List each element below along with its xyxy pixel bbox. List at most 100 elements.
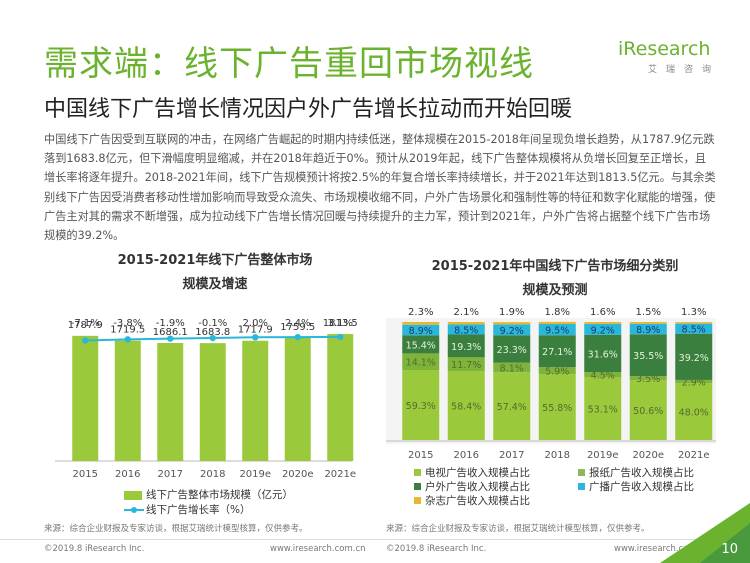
left-bar-2018: [199, 343, 226, 461]
footer-copyright-right: ©2019.8 iResearch Inc.: [386, 544, 487, 554]
left-x-tick-2018: 2018: [200, 469, 225, 480]
right-x-tick-2017: 2017: [499, 450, 524, 461]
right-seg-2-2020e: [629, 334, 667, 377]
right-seg-label-1-2018: 5.9%: [545, 367, 569, 378]
legend-swatch-radio: [578, 483, 585, 490]
left-bar-label-2017: 1686.1: [153, 327, 188, 338]
left-bar-2015: [72, 335, 99, 461]
right-seg-1-2015: [402, 353, 440, 371]
right-legend-magazine: 杂志广告收入规模占比: [414, 493, 530, 508]
legend-label-newspaper: 报纸广告收入规模占比: [589, 467, 694, 479]
right-legend-newspaper: 报纸广告收入规模占比: [578, 465, 694, 480]
right-top-label-2018: 1.8%: [545, 307, 570, 318]
left-rate-point-2021e: [337, 333, 344, 341]
right-seg-label-0-2020e: 50.6%: [633, 406, 663, 417]
right-seg-4-2018: [538, 321, 576, 325]
left-bar-label-2020e: 1759.5: [280, 322, 315, 333]
right-top-label-2019e: 1.6%: [590, 307, 615, 318]
right-x-tick-2016: 2016: [454, 450, 479, 461]
right-legend-outdoor: 户外广告收入规模占比: [414, 479, 530, 494]
left-x-tick-2019e: 2019e: [239, 469, 271, 480]
right-legend-radio: 广播广告收入规模占比: [578, 479, 694, 494]
footer-copyright-left: ©2019.8 iResearch Inc.: [44, 544, 145, 554]
legend-label-outdoor: 户外广告收入规模占比: [425, 481, 530, 493]
left-bar-label-2018: 1683.8: [195, 327, 230, 338]
right-seg-label-3-2019e: 9.2%: [591, 325, 615, 336]
right-seg-4-2021e: [675, 322, 713, 324]
right-seg-2-2018: [538, 335, 576, 368]
left-legend-bar: 线下广告整体市场规模（亿元）: [124, 487, 293, 502]
right-top-label-2020e: 1.5%: [636, 307, 661, 318]
right-seg-0-2020e: [629, 380, 667, 440]
right-seg-label-2-2015: 15.4%: [406, 340, 436, 351]
right-seg-label-2-2021e: 39.2%: [679, 353, 709, 364]
left-x-tick-2017: 2017: [158, 469, 183, 480]
left-bar-label-2019e: 1717.9: [238, 325, 273, 336]
right-seg-label-2-2019e: 31.6%: [588, 349, 618, 360]
right-source-note: 来源：综合企业财报及专家访谈，根据艾瑞统计模型核算，仅供参考。: [386, 524, 650, 534]
iresearch-logo: iResearch 艾瑞咨询: [618, 38, 720, 78]
right-seg-1-2021e: [675, 379, 713, 384]
left-bar-label-2021e: 1813.5: [323, 318, 358, 329]
right-seg-0-2016: [447, 371, 485, 440]
right-seg-label-3-2020e: 8.9%: [636, 325, 660, 336]
right-seg-label-1-2017: 8.1%: [500, 363, 524, 374]
left-chart-title-line1: 2015-2021年线下广告整体市场: [117, 253, 313, 268]
left-bar-2017: [157, 342, 184, 461]
right-seg-2-2015: [402, 335, 440, 354]
right-seg-label-0-2018: 55.8%: [542, 403, 572, 414]
left-rate-point-2019e: [252, 334, 259, 341]
right-seg-1-2020e: [629, 376, 667, 381]
left-legend-line: 线下广告增长率（%）: [124, 502, 250, 517]
page-subtitle: 中国线下广告增长情况因户外广告增长拉动而开始回暖: [44, 97, 573, 122]
right-seg-0-2019e: [584, 377, 622, 440]
right-x-tick-2019e: 2019e: [587, 450, 619, 461]
right-seg-2-2019e: [584, 334, 622, 373]
legend-swatch-tv: [414, 469, 421, 476]
left-chart-title-line2: 规模及增速: [182, 277, 248, 292]
right-seg-label-0-2015: 59.3%: [406, 401, 436, 412]
left-chart-title: 2015-2021年线下广告整体市场 规模及增速: [90, 249, 340, 297]
right-seg-1-2017: [493, 362, 531, 373]
right-seg-1-2016: [447, 357, 485, 372]
left-x-tick-2021e: 2021e: [324, 469, 356, 480]
right-seg-label-2-2016: 19.3%: [451, 342, 481, 353]
right-seg-3-2019e: [584, 323, 622, 335]
left-rate-label-2020e: 2.4%: [285, 318, 310, 329]
right-seg-3-2020e: [629, 323, 667, 335]
right-seg-label-0-2016: 58.4%: [451, 402, 481, 413]
left-rate-point-2020e: [294, 333, 301, 341]
right-seg-2-2016: [447, 334, 485, 358]
right-top-label-2021e: 1.3%: [681, 307, 706, 318]
right-seg-1-2018: [538, 367, 576, 375]
legend-label-tv: 电视广告收入规模占比: [425, 467, 530, 479]
legend-label-bar: 线下广告整体市场规模（亿元）: [146, 489, 293, 501]
right-seg-0-2015: [402, 370, 440, 440]
legend-swatch-magazine: [414, 497, 421, 504]
right-top-label-2016: 2.1%: [454, 307, 479, 318]
right-seg-3-2018: [538, 324, 576, 336]
right-seg-4-2019e: [584, 322, 622, 324]
right-seg-label-3-2017: 9.2%: [500, 326, 524, 337]
right-seg-label-0-2019e: 53.1%: [588, 405, 618, 416]
right-seg-4-2016: [447, 322, 485, 325]
right-seg-label-2-2020e: 35.5%: [633, 351, 663, 362]
right-legend-tv: 电视广告收入规模占比: [414, 465, 530, 480]
left-bar-2020e: [284, 337, 311, 461]
legend-label-line: 线下广告增长率（%）: [146, 504, 251, 516]
right-seg-label-3-2021e: 8.5%: [682, 325, 706, 336]
right-top-label-2015: 2.3%: [408, 307, 433, 318]
right-seg-2-2017: [493, 335, 531, 363]
right-seg-label-3-2015: 8.9%: [409, 326, 433, 337]
left-rate-point-2016: [124, 336, 131, 343]
left-rate-label-2021e: 3.1%: [328, 318, 353, 329]
intro-paragraph: 中国线下广告因受到互联网的冲击，在网络广告崛起的时期内持续低迷，整体规模在201…: [44, 133, 716, 243]
left-bar-label-2016: 1719.5: [110, 325, 145, 336]
footer-site-left: www.iresearch.com.cn: [270, 544, 366, 554]
right-seg-label-1-2016: 11.7%: [451, 360, 481, 371]
right-seg-3-2016: [447, 324, 485, 335]
left-rate-label-2015: -7.1%: [71, 318, 100, 329]
legend-swatch-newspaper: [578, 469, 585, 476]
